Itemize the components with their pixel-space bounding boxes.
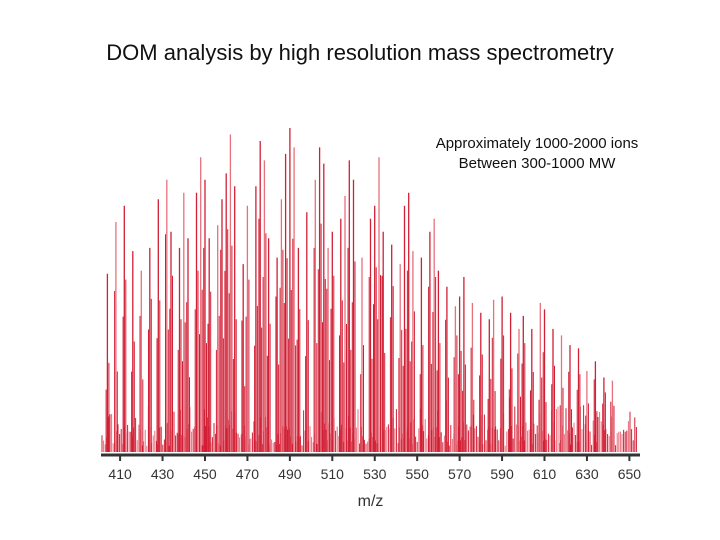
annotation-line-1: Approximately 1000-2000 ions (435, 135, 639, 152)
spectrum-peaks (101, 128, 637, 452)
x-tick-label: 630 (575, 466, 599, 482)
x-tick-label: 650 (618, 466, 642, 482)
x-tick-label: 590 (490, 466, 514, 482)
x-tick-label: 430 (151, 466, 175, 482)
annotation-line-2: Between 300-1000 MW (458, 155, 616, 172)
x-tick-label: 570 (448, 466, 472, 482)
x-tick-label: 490 (278, 466, 302, 482)
annotation-text: Approximately 1000-2000 ions Between 300… (406, 134, 668, 174)
chart-title: DOM analysis by high resolution mass spe… (106, 40, 614, 65)
x-tick-label: 550 (406, 466, 430, 482)
x-tick-label: 410 (108, 466, 132, 482)
x-tick-label: 510 (321, 466, 345, 482)
x-axis-label: m/z (358, 493, 384, 510)
x-tick-label: 530 (363, 466, 387, 482)
x-tick-label: 610 (533, 466, 557, 482)
x-tick-label: 470 (236, 466, 260, 482)
x-tick-label: 450 (193, 466, 217, 482)
x-axis-ticks: 410 430 450 470 490 510 530 550 570 590 610 630 650 (108, 455, 641, 482)
